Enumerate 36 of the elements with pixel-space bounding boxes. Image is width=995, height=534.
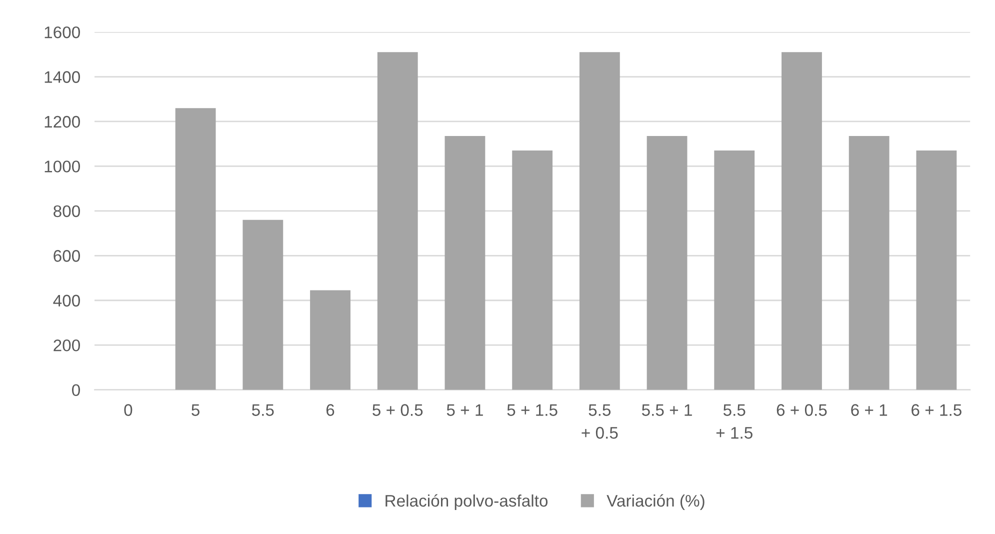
bar [242,220,284,390]
x-tick-label: 5.5 [252,404,274,416]
bar [714,150,755,390]
bar [512,150,553,390]
bar [377,52,418,390]
y-tick-label: 1600 [44,26,80,38]
x-tick-label: 5.5 + 0.5 [582,404,618,439]
legend-label: Relación polvo-asfalto [386,494,548,510]
x-tick-label: 5.5 + 1 [642,404,692,416]
bar [782,52,822,390]
x-tick-label: 6 [326,404,334,416]
y-tick-label: 200 [54,340,80,352]
x-tick-label: 5 + 1 [446,404,483,416]
bar [310,290,350,390]
bar [175,108,216,390]
x-tick-label: 5.5 + 1.5 [716,404,752,439]
y-tick-label: 1000 [44,160,80,172]
x-tick-label: 6 + 1 [851,404,888,416]
bar [579,52,620,390]
y-tick-label: 1200 [44,116,80,128]
x-tick-label: 0 [124,404,132,416]
x-tick-label: 6 + 1.5 [912,404,962,416]
y-tick-label: 600 [54,250,80,262]
bar [848,136,890,390]
y-tick-label: 0 [72,384,80,396]
x-tick-label: 6 + 0.5 [776,404,827,416]
bar [444,136,486,390]
legend-label: Variación (%) [606,494,704,510]
y-tick-label: 1400 [44,71,80,83]
y-tick-label: 800 [54,205,80,218]
x-tick-label: 5 [192,404,200,416]
bar [916,150,957,390]
bar [646,136,688,390]
x-tick-label: 5 + 1.5 [507,404,558,416]
x-tick-label: 5 + 0.5 [372,404,423,416]
y-tick-label: 400 [53,294,80,307]
